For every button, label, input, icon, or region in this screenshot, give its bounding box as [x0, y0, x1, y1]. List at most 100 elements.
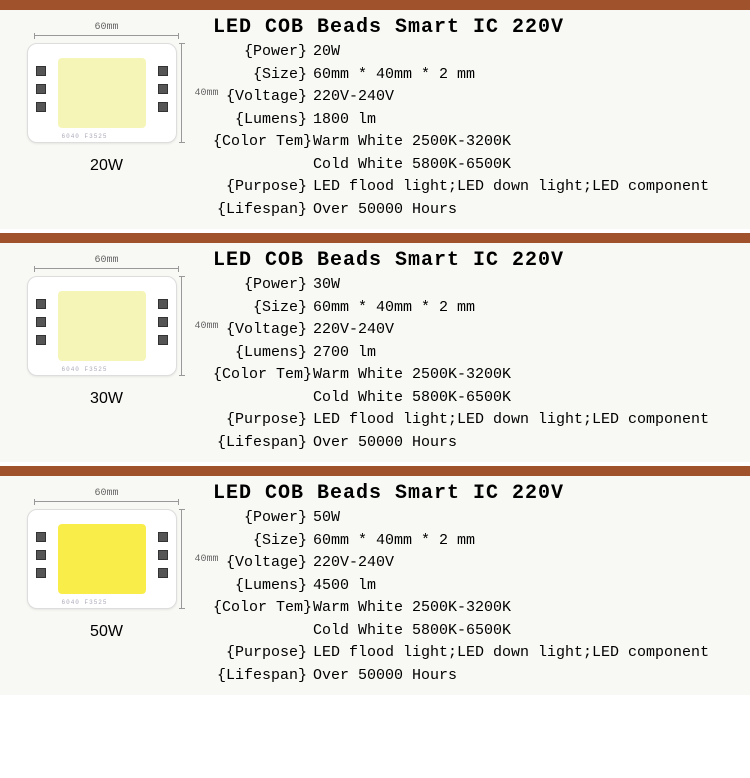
product-title: LED COB Beads Smart IC 220V	[213, 16, 742, 39]
product-title: LED COB Beads Smart IC 220V	[213, 482, 742, 505]
chip-row: 6040 F3525 40mm	[4, 276, 209, 376]
spec-value-colortem-warm: Warm White 2500K-3200K	[313, 597, 742, 620]
dimension-height-label: 40mm	[194, 554, 218, 565]
product-spec-col: LED COB Beads Smart IC 220V {Power}50W {…	[213, 476, 750, 695]
smd-component	[158, 550, 168, 560]
product-block: 60mm 6040 F3525	[0, 0, 750, 229]
product-spec-col: LED COB Beads Smart IC 220V {Power}20W {…	[213, 10, 750, 229]
wattage-caption: 50W	[4, 623, 209, 641]
spec-label-lumens: {Lumens}	[213, 575, 313, 598]
dimension-width-line	[34, 268, 179, 274]
spec-value-colortem-warm: Warm White 2500K-3200K	[313, 364, 742, 387]
smd-component	[36, 66, 46, 76]
spec-value-power: 20W	[313, 41, 742, 64]
spec-value-power: 50W	[313, 507, 742, 530]
smd-component	[36, 568, 46, 578]
spec-value-lumens: 2700 lm	[313, 342, 742, 365]
chip-marking: 6040 F3525	[62, 599, 108, 606]
spec-value-size: 60mm * 40mm * 2 mm	[313, 530, 742, 553]
dimension-height-line	[181, 276, 187, 376]
dimension-width-label: 60mm	[4, 22, 209, 33]
led-chip-graphic: 6040 F3525	[27, 43, 177, 143]
spec-value-voltage: 220V-240V	[313, 86, 742, 109]
product-block: 60mm 6040 F3525	[0, 233, 750, 462]
spec-value-lumens: 1800 lm	[313, 109, 742, 132]
smd-component	[36, 299, 46, 309]
product-spec-col: LED COB Beads Smart IC 220V {Power}30W {…	[213, 243, 750, 462]
smd-component	[36, 335, 46, 345]
smd-component	[158, 66, 168, 76]
spec-label-colortem: {Color Tem}	[213, 364, 313, 387]
spec-value-colortem-cold: Cold White 5800K-6500K	[313, 387, 742, 410]
product-block: 60mm 6040 F3525	[0, 466, 750, 695]
dimension-width-line	[34, 35, 179, 41]
spec-value-colortem-cold: Cold White 5800K-6500K	[313, 154, 742, 177]
spec-label-colortem: {Color Tem}	[213, 131, 313, 154]
smd-component	[36, 317, 46, 327]
smd-component	[158, 532, 168, 542]
spec-label-voltage: {Voltage}	[213, 86, 313, 109]
led-emitter	[58, 524, 146, 594]
product-image-col: 60mm 6040 F3525	[0, 243, 213, 462]
spec-label-purpose: {Purpose}	[213, 409, 313, 432]
led-chip-graphic: 6040 F3525	[27, 276, 177, 376]
dimension-height-label: 40mm	[194, 88, 218, 99]
spec-label-power: {Power}	[213, 41, 313, 64]
dimension-height-line	[181, 43, 187, 143]
spec-value-lifespan: Over 50000 Hours	[313, 199, 742, 222]
smd-component	[158, 335, 168, 345]
spec-label-voltage: {Voltage}	[213, 319, 313, 342]
spec-value-lifespan: Over 50000 Hours	[313, 432, 742, 455]
spec-value-purpose: LED flood light;LED down light;LED compo…	[313, 409, 742, 432]
smd-component	[36, 550, 46, 560]
smd-component	[36, 102, 46, 112]
spec-label-purpose: {Purpose}	[213, 176, 313, 199]
smd-component	[158, 317, 168, 327]
smd-component	[158, 84, 168, 94]
spec-label-voltage: {Voltage}	[213, 552, 313, 575]
dimension-width-line	[34, 501, 179, 507]
dimension-width-label: 60mm	[4, 488, 209, 499]
dimension-height-label: 40mm	[194, 321, 218, 332]
spec-label-size: {Size}	[213, 64, 313, 87]
dimension-width-label: 60mm	[4, 255, 209, 266]
spec-value-lifespan: Over 50000 Hours	[313, 665, 742, 688]
spec-label-lumens: {Lumens}	[213, 109, 313, 132]
product-image-col: 60mm 6040 F3525	[0, 10, 213, 229]
smd-component	[158, 299, 168, 309]
spec-label-size: {Size}	[213, 297, 313, 320]
spec-value-voltage: 220V-240V	[313, 552, 742, 575]
spec-value-purpose: LED flood light;LED down light;LED compo…	[313, 176, 742, 199]
led-chip-graphic: 6040 F3525	[27, 509, 177, 609]
spec-value-colortem-warm: Warm White 2500K-3200K	[313, 131, 742, 154]
wattage-caption: 30W	[4, 390, 209, 408]
spec-value-purpose: LED flood light;LED down light;LED compo…	[313, 642, 742, 665]
spec-label-size: {Size}	[213, 530, 313, 553]
smd-component	[158, 102, 168, 112]
chip-row: 6040 F3525 40mm	[4, 509, 209, 609]
smd-component	[36, 532, 46, 542]
led-emitter	[58, 58, 146, 128]
spec-label-lifespan: {Lifespan}	[213, 432, 313, 455]
spec-label-purpose: {Purpose}	[213, 642, 313, 665]
spec-value-colortem-cold: Cold White 5800K-6500K	[313, 620, 742, 643]
spec-value-voltage: 220V-240V	[313, 319, 742, 342]
spec-label-power: {Power}	[213, 507, 313, 530]
chip-marking: 6040 F3525	[62, 133, 108, 140]
product-title: LED COB Beads Smart IC 220V	[213, 249, 742, 272]
dimension-height-line	[181, 509, 187, 609]
spec-label-power: {Power}	[213, 274, 313, 297]
chip-marking: 6040 F3525	[62, 366, 108, 373]
spec-label-lumens: {Lumens}	[213, 342, 313, 365]
spec-value-size: 60mm * 40mm * 2 mm	[313, 297, 742, 320]
spec-label-colortem: {Color Tem}	[213, 597, 313, 620]
spec-value-power: 30W	[313, 274, 742, 297]
chip-row: 6040 F3525 40mm	[4, 43, 209, 143]
product-image-col: 60mm 6040 F3525	[0, 476, 213, 695]
smd-component	[36, 84, 46, 94]
spec-value-lumens: 4500 lm	[313, 575, 742, 598]
spec-label-lifespan: {Lifespan}	[213, 199, 313, 222]
smd-component	[158, 568, 168, 578]
spec-value-size: 60mm * 40mm * 2 mm	[313, 64, 742, 87]
spec-label-lifespan: {Lifespan}	[213, 665, 313, 688]
